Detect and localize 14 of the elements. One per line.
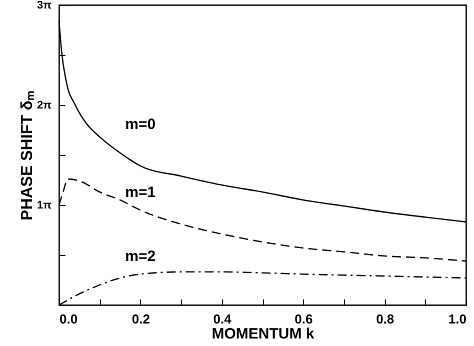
x-tick-label: 0.2 [132, 312, 150, 326]
x-tick-label: 0.4 [213, 312, 232, 326]
series-label: m=0 [125, 116, 156, 133]
y-tick-label: 1π [36, 200, 52, 212]
series-label: m=1 [125, 184, 156, 202]
x-axis-title: MOMENTUM k [212, 326, 315, 342]
y-tick-label: 2π [36, 100, 52, 112]
x-tick-label: 0.0 [60, 312, 78, 326]
y-tick-label: 3π [36, 0, 52, 12]
series-label: m=2 [125, 248, 156, 266]
x-tick-label: 0.6 [294, 312, 313, 326]
y-axis-title: PHASE SHIFT δₘ [18, 90, 36, 220]
x-tick-label: 1.0 [448, 312, 466, 326]
x-tick-label: 0.8 [376, 312, 394, 326]
